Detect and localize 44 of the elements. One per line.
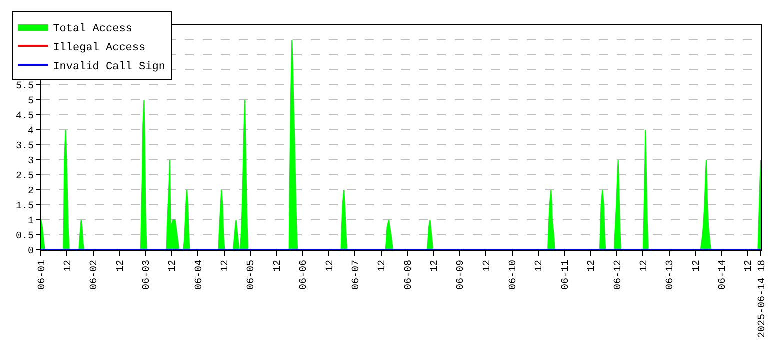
x-tick-label: 12 (116, 260, 127, 272)
x-tick-label: 12 (692, 260, 703, 272)
x-tick-label: 06-07 (351, 260, 362, 290)
x-tick-label: 12 (272, 260, 284, 272)
x-tick-label: 12 (220, 260, 232, 272)
x-tick-label: 06-05 (246, 260, 258, 290)
x-tick-label: 06-10 (508, 260, 520, 290)
x-tick-label: 06-13 (666, 260, 677, 290)
x-tick-label: 12 (744, 260, 756, 272)
x-tick-label: 12 (378, 260, 389, 272)
y-tick-label: 5 (28, 96, 34, 108)
x-tick-label: 06-11 (560, 260, 572, 290)
x-tick-label: 2025-06-14 18 (757, 260, 768, 338)
x-tick-label: 12 (430, 260, 441, 272)
x-tick-label: 06-12 (613, 260, 624, 290)
x-tick-label: 12 (63, 260, 74, 272)
x-tick-label: 12 (168, 260, 180, 272)
x-tick-label: 06-04 (194, 260, 206, 290)
x-tick-label: 06-03 (142, 260, 153, 290)
y-tick-label: 0 (28, 246, 34, 258)
x-tick-label: 12 (325, 260, 336, 272)
y-tick-label: 3 (28, 156, 34, 168)
y-tick-label: 4.5 (16, 112, 34, 122)
x-tick-label: 06-14 (718, 260, 729, 290)
legend-label: Invalid Call Sign (53, 61, 166, 74)
x-tick-label: 06-01 (37, 260, 48, 290)
x-tick-label: 06-08 (404, 260, 415, 290)
x-tick-label: 12 (482, 260, 494, 272)
legend-label: Total Access (53, 23, 132, 36)
y-tick-label: 0.5 (16, 232, 34, 242)
y-tick-label: 5.5 (16, 82, 34, 92)
x-tick-label: 06-06 (299, 260, 310, 290)
x-tick-label: 06-09 (456, 260, 468, 290)
x-tick-label: 12 (534, 260, 546, 272)
y-tick-label: 2.5 (16, 172, 34, 182)
y-tick-label: 1.5 (16, 202, 34, 212)
y-tick-label: 1 (28, 216, 34, 228)
legend-label: Illegal Access (53, 42, 146, 54)
x-tick-label: 12 (639, 260, 650, 272)
y-tick-label: 4 (28, 126, 34, 138)
y-tick-label: 2 (28, 186, 34, 198)
y-tick-label: 3.5 (16, 142, 34, 152)
x-tick-label: 06-02 (90, 260, 101, 290)
x-tick-label: 12 (587, 260, 598, 272)
